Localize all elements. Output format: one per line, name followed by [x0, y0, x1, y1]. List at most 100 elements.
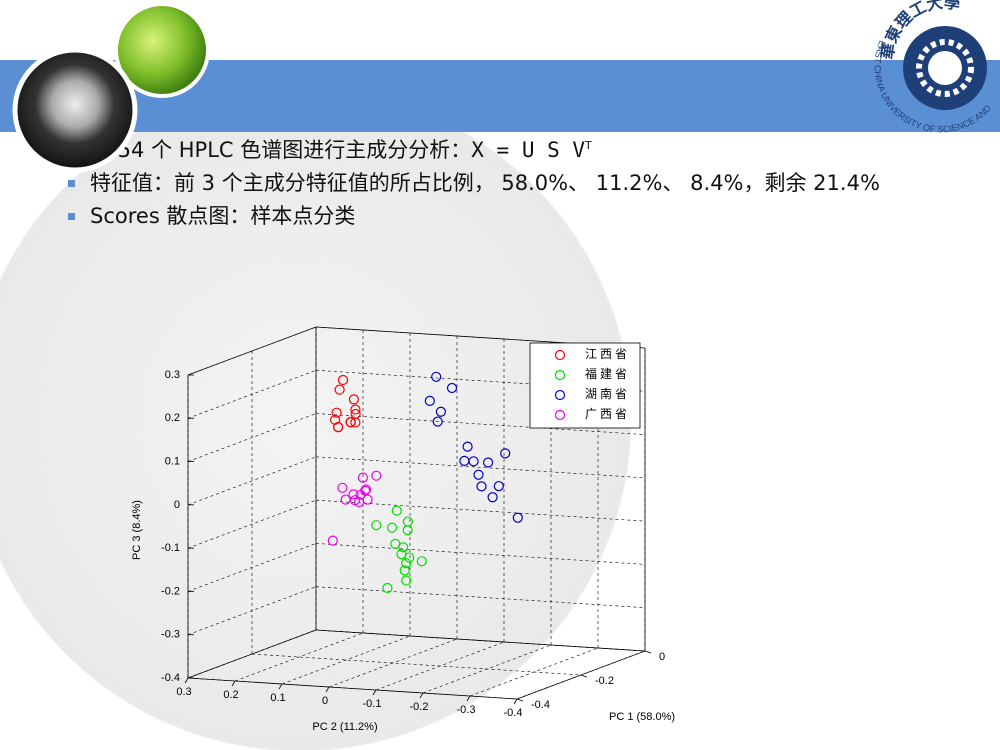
point	[331, 407, 342, 418]
point	[327, 535, 338, 546]
grid-line	[516, 650, 646, 700]
point	[493, 480, 504, 492]
point	[402, 516, 413, 527]
point	[487, 492, 498, 503]
y-tick-label: -0.4	[504, 707, 523, 719]
point	[473, 469, 484, 480]
x-tick-label: -0.2	[595, 675, 614, 687]
grid-line	[187, 413, 317, 462]
point	[431, 371, 442, 382]
legend-label: 福建省	[585, 366, 630, 381]
tick-mark	[419, 692, 424, 699]
legend-marker	[554, 349, 566, 361]
bullet-text: 特征值：前 3 个主成分特征值的所占比例， 58.0%、 11.2%、 8.4%…	[90, 171, 880, 195]
grid-line	[469, 647, 599, 697]
z-tick-label: -0.1	[161, 542, 180, 554]
bullet-list: 对 54 个 HPLC 色谱图进行主成分分析：X = U S VT 特征值：前 …	[68, 132, 918, 236]
z-tick-label: -0.2	[161, 585, 180, 597]
point	[500, 448, 511, 459]
dandelion-image	[12, 47, 138, 173]
tick-mark	[325, 686, 330, 693]
grid-line	[315, 499, 646, 522]
grid-line	[315, 543, 646, 565]
point	[483, 457, 494, 468]
legend-marker	[554, 409, 566, 421]
z-axis-label: PC 3 (8.4%)	[131, 500, 143, 560]
point	[371, 520, 382, 531]
x-axis-label: PC 1 (58.0%)	[609, 711, 675, 723]
formula: X = U S V	[471, 138, 586, 162]
z-tick-label: -0.4	[161, 672, 180, 684]
grid-line	[234, 632, 364, 682]
point	[512, 512, 523, 523]
point	[399, 565, 410, 576]
y-tick-label: 0.1	[270, 692, 285, 704]
point	[462, 441, 473, 452]
point	[330, 414, 341, 425]
tick-mark	[184, 677, 189, 684]
y-tick-label: 0.2	[223, 689, 238, 701]
point	[416, 556, 427, 567]
y-tick-label: 0.3	[176, 686, 191, 698]
grid-line	[315, 326, 646, 349]
point	[387, 522, 398, 533]
grid-line	[187, 543, 317, 592]
grid-line	[187, 370, 317, 419]
grid-line	[328, 638, 458, 688]
grid-line	[315, 456, 646, 479]
y-tick-label: -0.3	[457, 704, 476, 716]
z-tick-label: 0.3	[165, 369, 180, 381]
point	[337, 374, 349, 386]
grid-line	[187, 499, 317, 549]
logo-core	[928, 51, 962, 85]
point	[382, 582, 393, 594]
bullet-text: Scores 散点图：样本点分类	[90, 204, 356, 228]
grid-line	[187, 456, 317, 506]
tick-mark	[372, 689, 377, 696]
point	[348, 394, 359, 405]
point	[337, 482, 348, 493]
grid-line	[187, 677, 518, 700]
grid-line	[187, 586, 317, 635]
logo-gear	[916, 39, 974, 97]
point	[333, 422, 344, 433]
point	[353, 496, 365, 508]
tick-mark	[278, 683, 283, 690]
point	[404, 552, 415, 563]
tick-mark	[231, 680, 236, 687]
y-tick-label: 0	[322, 695, 328, 707]
point	[361, 484, 372, 495]
point	[371, 470, 382, 481]
y-tick-label: -0.2	[410, 701, 429, 713]
tick-mark	[580, 674, 588, 678]
point	[459, 455, 470, 466]
point	[348, 489, 359, 500]
point	[402, 524, 413, 536]
point	[432, 416, 443, 427]
legend-box	[529, 342, 641, 429]
legend-label: 广西省	[585, 407, 630, 421]
legend-label: 湖南省	[585, 386, 630, 401]
point	[446, 382, 458, 394]
point	[360, 485, 371, 496]
point	[340, 494, 351, 505]
legend-label: 江西省	[585, 347, 630, 361]
point	[398, 542, 409, 553]
grid-line	[315, 413, 646, 435]
grid-line	[251, 653, 582, 676]
point	[468, 456, 479, 467]
point	[334, 384, 345, 395]
grid-line	[422, 644, 552, 694]
bullet: 特征值：前 3 个主成分特征值的所占比例， 58.0%、 11.2%、 8.4%…	[68, 170, 918, 197]
point	[401, 558, 412, 569]
y-tick-label: -0.1	[363, 698, 382, 710]
point	[424, 395, 435, 406]
grid-line	[315, 586, 646, 609]
point	[476, 481, 487, 492]
point	[391, 505, 402, 516]
x-tick-label: -0.4	[531, 699, 550, 711]
bullet-text: 对 54 个 HPLC 色谱图进行主成分分析：	[90, 138, 472, 162]
